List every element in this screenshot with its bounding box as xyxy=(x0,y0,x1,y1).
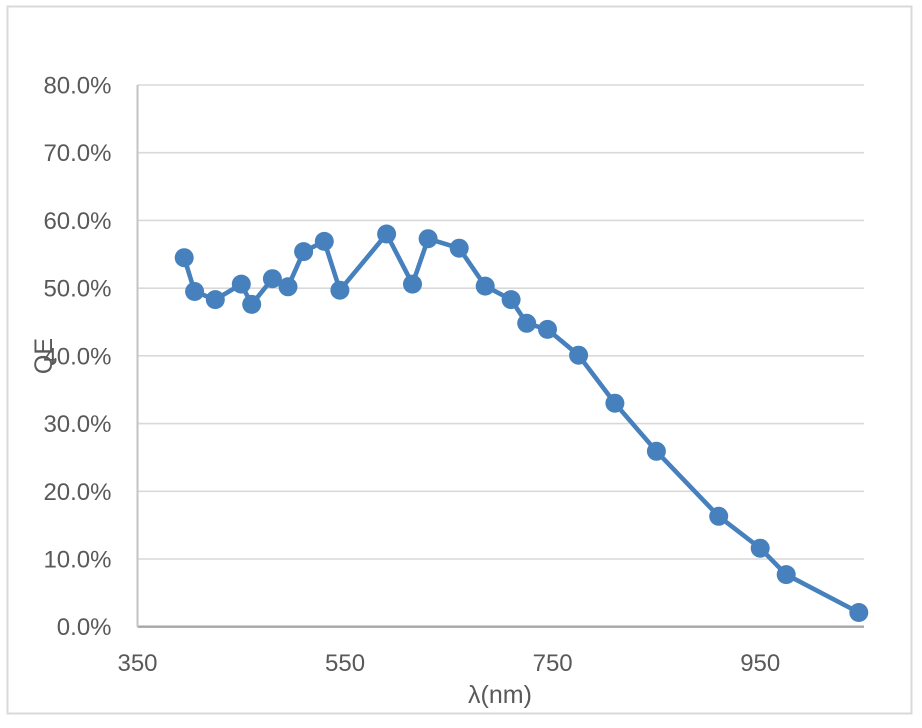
x-tick-label-950: 950 xyxy=(740,650,780,677)
data-point-660nm xyxy=(449,238,469,258)
data-point-950nm xyxy=(750,538,770,558)
data-point-405nm xyxy=(185,282,205,301)
horizontal-gridlines xyxy=(137,84,864,628)
data-point-480nm xyxy=(262,269,282,289)
data-point-545nm xyxy=(330,280,350,300)
data-point-395nm xyxy=(174,248,194,268)
chart-border xyxy=(6,5,913,715)
y-axis-title: QE xyxy=(30,338,58,374)
x-tick-label-350: 350 xyxy=(117,650,157,677)
data-point-590nm xyxy=(377,224,397,244)
data-point-850nm xyxy=(646,441,666,461)
data-series-markers xyxy=(174,224,869,622)
y-tick-label-50: 50.0% xyxy=(43,276,111,303)
y-tick-label-30: 30.0% xyxy=(43,411,111,438)
x-axis-title: λ(nm) xyxy=(468,681,532,709)
data-point-775nm xyxy=(569,345,589,365)
data-point-910nm xyxy=(709,506,729,526)
y-tick-label-40: 40.0% xyxy=(43,343,111,370)
data-point-450nm xyxy=(231,274,251,294)
y-axis-tick-labels: 0.0% 10.0% 20.0% 30.0% 40.0% 50.0% 60.0% 70.0% 8… xyxy=(43,73,111,642)
data-point-495nm xyxy=(278,277,298,297)
data-point-510nm xyxy=(294,242,314,262)
data-point-710nm xyxy=(501,290,521,310)
x-axis-tick-labels: 350 550 750 950 xyxy=(117,650,780,677)
y-tick-label-20: 20.0% xyxy=(43,479,111,506)
data-point-810nm xyxy=(605,393,625,413)
y-tick-label-10: 10.0% xyxy=(43,546,111,573)
data-point-615nm xyxy=(403,274,422,294)
y-tick-label-80: 80.0% xyxy=(43,73,111,100)
data-point-1045nm xyxy=(849,603,869,622)
x-tick-label-750: 750 xyxy=(533,650,573,677)
data-point-685nm xyxy=(475,276,495,296)
y-tick-label-70: 70.0% xyxy=(43,140,111,167)
data-point-745nm xyxy=(538,319,557,339)
data-point-975nm xyxy=(776,565,796,585)
y-tick-label-60: 60.0% xyxy=(43,208,111,235)
x-tick-label-550: 550 xyxy=(325,650,365,677)
y-tick-label-0: 0.0% xyxy=(57,614,112,641)
data-point-725nm xyxy=(517,313,537,333)
data-point-630nm xyxy=(418,229,438,249)
data-point-425nm xyxy=(205,290,225,310)
data-point-460nm xyxy=(242,294,262,314)
data-point-530nm xyxy=(314,231,334,251)
